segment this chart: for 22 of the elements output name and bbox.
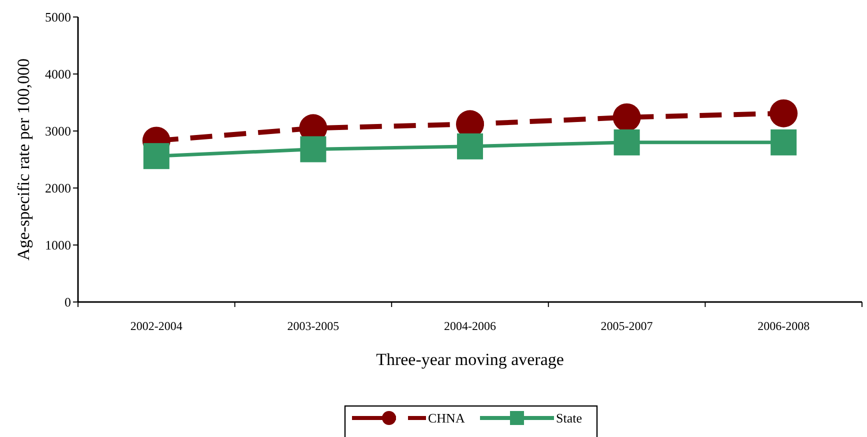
y-tick-label: 4000 [45,66,71,82]
y-tick-label: 1000 [45,238,71,253]
x-tick-label: 2004-2006 [444,319,496,333]
y-axis-title: Age-specific rate per 100,000 [14,58,33,261]
legend-label: State [556,410,582,426]
y-tick-label: 2000 [45,180,71,196]
point [614,129,640,156]
point [457,133,483,160]
point [143,143,170,170]
x-tick-label: 2006-2008 [758,319,810,333]
x-axis-title: Three-year moving average [376,350,564,369]
legend-label: CHNA [428,410,466,426]
x-tick-label: 2002-2004 [130,319,182,333]
point [612,103,641,132]
point [300,136,326,162]
y-tick-label: 3000 [45,124,71,139]
x-tick-label: 2003-2005 [287,319,340,333]
y-tick-label: 5000 [45,10,71,25]
point [770,99,798,128]
x-tick-label: 2005-2007 [600,319,653,333]
y-tick-label: 0 [64,294,71,310]
point [770,129,797,156]
